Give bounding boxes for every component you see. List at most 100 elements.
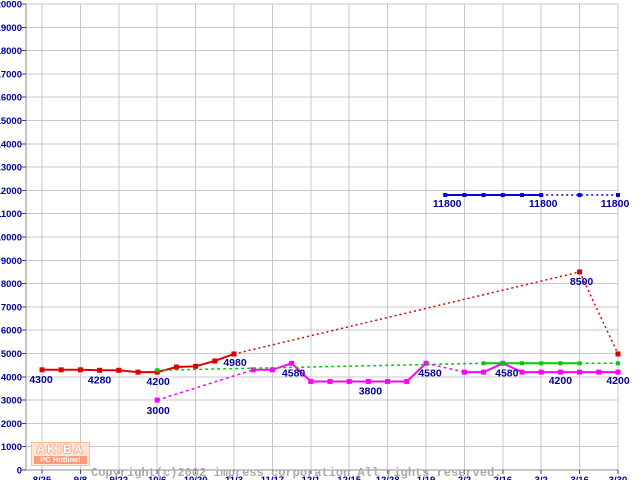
akiba-logo: AKIBA PC Hotline!: [31, 442, 90, 466]
series-red-marker: [212, 358, 218, 364]
series-blue-marker: [481, 193, 486, 198]
series-red-marker: [39, 367, 45, 373]
series-magenta-marker: [385, 378, 391, 384]
x-axis-label: 10/6: [148, 475, 167, 480]
akiba-logo-subtitle: PC Hotline!: [34, 456, 87, 464]
data-point-label: 4580: [418, 367, 442, 379]
data-point-label: 3000: [147, 405, 171, 417]
y-axis-label: 9000: [1, 256, 22, 267]
series-blue-marker: [577, 193, 582, 198]
x-axis-label: 12/15: [337, 475, 361, 480]
series-green-marker: [520, 361, 524, 366]
x-axis-label: 2/16: [494, 475, 513, 480]
data-point-label: 4200: [549, 375, 573, 387]
y-axis-label: 12000: [0, 186, 22, 197]
x-axis-label: 12/1: [302, 475, 321, 480]
series-blue-marker: [500, 193, 505, 198]
y-axis-label: 8000: [1, 279, 22, 290]
y-axis-label: 10000: [0, 233, 22, 244]
y-axis-label: 1000: [1, 442, 22, 453]
series-green-marker: [481, 361, 486, 366]
series-red-marker: [193, 363, 199, 369]
copyright-notice: Copyright(c)2002 impress corporation All…: [91, 441, 501, 480]
x-axis-label: 9/22: [110, 475, 129, 480]
y-axis-label: 14000: [0, 139, 22, 150]
x-axis-label: 11/17: [261, 475, 284, 480]
series-green-marker: [616, 361, 620, 366]
series-magenta-marker: [538, 369, 544, 375]
y-axis-label: 7000: [1, 302, 22, 313]
y-axis-label: 5000: [1, 349, 22, 360]
series-magenta-marker: [557, 369, 563, 375]
series-red-marker: [116, 367, 122, 373]
data-point-label: 4200: [147, 376, 171, 388]
data-point-label: 11800: [601, 198, 630, 210]
series-red-dashed-line: [578, 271, 619, 355]
data-point-label: 11800: [529, 198, 558, 210]
series-magenta-dashed-line: [425, 362, 465, 373]
series-blue-marker: [616, 193, 620, 198]
y-axis-label: 17000: [0, 69, 22, 80]
x-axis-label: 3/2: [535, 475, 548, 480]
series-red-marker: [615, 351, 621, 357]
series-blue-marker: [520, 193, 524, 198]
series-green-marker: [539, 361, 544, 366]
y-axis-label: 16000: [0, 93, 22, 104]
series-magenta-marker: [250, 367, 256, 373]
data-point-label: 4200: [606, 375, 630, 387]
data-point-label: 11800: [433, 198, 462, 210]
series-red-marker: [135, 369, 141, 375]
series-red-marker: [97, 367, 103, 373]
akiba-logo-title: AKIBA: [36, 442, 85, 456]
x-axis-label: 8/25: [33, 475, 52, 480]
y-axis-label: 18000: [0, 46, 22, 57]
y-axis-label: 15000: [0, 116, 22, 127]
series-red-marker: [173, 364, 179, 370]
y-axis-label: 13000: [0, 163, 22, 174]
data-point-label: 4580: [282, 367, 306, 379]
x-axis-label: 3/30: [609, 475, 628, 480]
y-axis-label: 4000: [1, 372, 22, 383]
y-axis-label: 2000: [1, 419, 22, 430]
data-point-label: 4280: [88, 374, 112, 386]
data-point-label: 4580: [495, 367, 519, 379]
series-magenta-marker: [461, 369, 467, 375]
series-magenta-marker: [269, 367, 275, 373]
series-magenta-marker: [481, 369, 487, 375]
series-magenta-marker: [519, 369, 525, 375]
x-axis-label: 12/28: [376, 475, 400, 480]
y-axis-label: 19000: [0, 23, 22, 34]
x-axis-label: 10/20: [184, 475, 208, 480]
series-magenta-marker: [596, 369, 602, 375]
series-green-marker: [558, 361, 563, 366]
series-magenta-marker: [577, 369, 583, 375]
series-magenta-dashed-line: [156, 369, 254, 401]
series-green-marker: [500, 361, 505, 366]
y-axis-label: 20000: [0, 0, 22, 11]
series-blue-marker: [443, 193, 448, 198]
series-magenta-marker: [365, 378, 371, 384]
series-magenta-marker: [327, 378, 333, 384]
series-magenta-marker: [308, 378, 314, 384]
series-magenta-marker: [154, 397, 160, 403]
copyright-line1: Copyright(c)2002 impress corporation All…: [91, 466, 502, 480]
data-point-label: 8500: [570, 276, 594, 288]
series-green-dashed-line: [157, 362, 484, 372]
series-red-dashed-line: [233, 271, 580, 355]
y-axis-label: 6000: [1, 326, 22, 337]
series-red-marker: [577, 269, 583, 275]
series-magenta-marker: [404, 378, 410, 384]
series-magenta-marker: [346, 378, 352, 384]
y-axis-label: 11000: [0, 209, 22, 220]
data-point-label: 3800: [359, 385, 383, 397]
series-red-marker: [77, 367, 83, 373]
data-point-label: 4300: [29, 374, 53, 386]
series-red-marker: [58, 367, 64, 373]
x-axis-label: 11/3: [225, 475, 243, 480]
series-magenta-marker: [615, 369, 621, 375]
series-green-marker: [155, 368, 160, 373]
series-magenta-marker: [289, 360, 295, 366]
x-axis-label: 3/16: [570, 475, 589, 480]
